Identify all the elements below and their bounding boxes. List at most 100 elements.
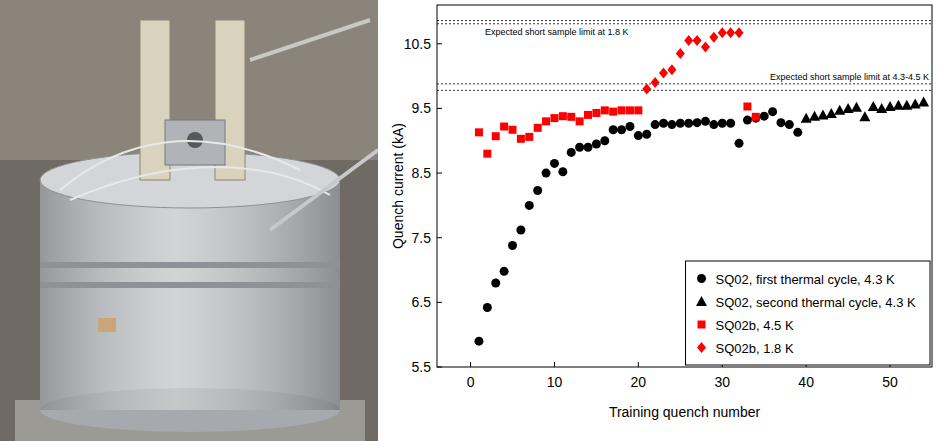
point bbox=[517, 135, 525, 143]
point bbox=[735, 27, 744, 38]
apparatus-illustration bbox=[0, 0, 378, 441]
point bbox=[743, 102, 751, 110]
x-axis-title: Training quench number bbox=[609, 404, 761, 420]
point bbox=[592, 139, 601, 148]
point bbox=[600, 136, 609, 145]
legend-label: SQ02, second thermal cycle, 4.3 K bbox=[716, 295, 916, 310]
point bbox=[776, 118, 785, 127]
point bbox=[475, 128, 483, 136]
clamp-band bbox=[40, 282, 340, 288]
point bbox=[751, 114, 760, 123]
point bbox=[533, 186, 542, 195]
point bbox=[491, 278, 500, 287]
photo-background bbox=[0, 0, 378, 441]
x-tick-label: 0 bbox=[467, 374, 475, 390]
x-tick-label: 30 bbox=[714, 374, 730, 390]
point bbox=[576, 117, 584, 125]
point bbox=[910, 98, 921, 108]
point bbox=[584, 111, 592, 119]
annotation: Expected short sample limit at 4.3-4.5 K bbox=[770, 72, 929, 82]
point bbox=[651, 120, 660, 129]
x-tick bbox=[638, 362, 639, 367]
clamp-band bbox=[40, 262, 340, 268]
point bbox=[575, 143, 584, 152]
point bbox=[634, 106, 642, 114]
point bbox=[834, 105, 845, 115]
cylinder-shade bbox=[40, 180, 340, 410]
y-tick-label: 5.5 bbox=[412, 359, 432, 375]
point bbox=[558, 167, 567, 176]
point bbox=[701, 42, 710, 53]
point bbox=[542, 117, 550, 125]
series bbox=[475, 102, 760, 157]
point bbox=[500, 267, 509, 276]
point bbox=[642, 84, 651, 95]
point bbox=[508, 241, 517, 250]
point bbox=[667, 64, 676, 75]
point bbox=[859, 111, 870, 121]
photo-backdrop bbox=[0, 0, 378, 160]
point bbox=[709, 120, 718, 129]
point bbox=[868, 101, 879, 111]
point bbox=[609, 108, 617, 116]
point bbox=[500, 123, 508, 131]
x-tick-label: 10 bbox=[547, 374, 563, 390]
point bbox=[550, 159, 559, 168]
label-tag bbox=[98, 318, 116, 332]
y-tick-label: 10.5 bbox=[404, 36, 431, 52]
point bbox=[534, 124, 542, 132]
point bbox=[642, 130, 651, 139]
chart: 5.56.57.58.59.510.501020304050Training q… bbox=[378, 0, 941, 441]
point bbox=[693, 35, 702, 46]
point bbox=[718, 119, 727, 128]
legend-box bbox=[686, 261, 930, 365]
point bbox=[667, 120, 676, 129]
y-axis-title: Quench current (kA) bbox=[390, 123, 406, 249]
point bbox=[626, 106, 634, 114]
point bbox=[651, 77, 660, 88]
legend-label: SQ02, first thermal cycle, 4.3 K bbox=[716, 272, 896, 287]
point bbox=[701, 117, 710, 126]
cables bbox=[60, 141, 330, 200]
rods bbox=[250, 20, 378, 230]
legend-marker bbox=[696, 296, 707, 306]
series bbox=[642, 27, 743, 94]
point bbox=[516, 225, 525, 234]
x-tick bbox=[470, 362, 471, 367]
point bbox=[625, 122, 634, 131]
figure: 5.56.57.58.59.510.501020304050Training q… bbox=[0, 0, 941, 441]
point bbox=[718, 27, 727, 38]
chart-background bbox=[378, 0, 941, 441]
point bbox=[483, 303, 492, 312]
y-tick-label: 8.5 bbox=[412, 165, 432, 181]
point bbox=[525, 201, 534, 210]
reference-line bbox=[437, 83, 932, 84]
point bbox=[793, 128, 802, 137]
point bbox=[559, 112, 567, 120]
y-tick-label: 9.5 bbox=[412, 100, 432, 116]
point bbox=[550, 114, 558, 122]
y-tick bbox=[437, 43, 442, 44]
point bbox=[676, 119, 685, 128]
legend-label: SQ02b, 1.8 K bbox=[716, 341, 794, 356]
plate-hole bbox=[187, 132, 203, 148]
point bbox=[617, 125, 626, 134]
point bbox=[474, 337, 483, 346]
point bbox=[659, 119, 668, 128]
reference-line bbox=[437, 23, 932, 24]
point bbox=[618, 106, 626, 114]
y-tick bbox=[437, 302, 442, 303]
x-tick-label: 50 bbox=[882, 374, 898, 390]
legend: SQ02, first thermal cycle, 4.3 K SQ02, se… bbox=[686, 261, 930, 365]
legend-label: SQ02b, 4.5 K bbox=[716, 318, 794, 333]
point bbox=[584, 143, 593, 152]
x-tick bbox=[554, 362, 555, 367]
y-tick bbox=[437, 173, 442, 174]
point bbox=[801, 113, 812, 123]
point bbox=[567, 148, 576, 157]
cylinder-body bbox=[40, 180, 340, 410]
point bbox=[542, 169, 551, 178]
point bbox=[735, 139, 744, 148]
legend-marker bbox=[697, 342, 706, 353]
point bbox=[567, 113, 575, 121]
